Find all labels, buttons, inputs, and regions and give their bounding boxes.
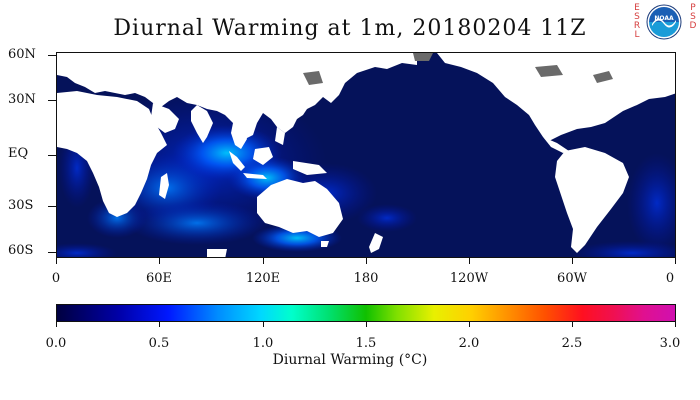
sea-ice-labrador [593,71,613,83]
lat-label-60s: 60S [8,243,34,258]
lon-label-60w: 60W [557,271,587,286]
world-map [57,53,675,257]
lon-label-0-east: 0 [665,271,675,286]
psd-letter: S [690,12,696,22]
eurasia [57,53,417,139]
lon-tick [263,258,264,264]
colorbar [56,304,676,322]
sea-ice [303,53,613,85]
antarctic-margin [207,249,227,257]
colorbar-tick [263,322,264,327]
lon-tick [572,258,573,264]
colorbar-tick [366,322,367,327]
south-america [555,147,629,253]
land-masses [57,53,675,257]
colorbar-tick [675,322,676,327]
lon-tick [56,258,57,264]
tasmania [321,241,329,247]
lat-tick [48,100,56,101]
lat-label-eq: EQ [8,146,29,161]
esrl-letter: R [633,21,641,31]
greenland [617,53,675,75]
colorbar-label: 0.0 [45,336,67,351]
map-panel [56,52,676,258]
colorbar-label: 0.5 [148,336,170,351]
central-america [543,137,569,153]
colorbar-tick [159,322,160,327]
sea-ice-hudson [535,65,563,77]
madagascar [159,173,169,199]
colorbar-tick [469,322,470,327]
africa [57,91,167,217]
map-title: Diurnal Warming at 1m, 20180204 11Z [113,16,587,41]
india [191,105,213,143]
lat-label-60n: 60N [8,47,36,62]
lon-label-0: 0 [51,271,61,286]
sumatra [229,151,245,171]
psd-letter: P [690,3,696,13]
esrl-letter: L [634,30,640,40]
psd-label: P S D [688,4,698,31]
japan [297,99,311,119]
lon-label-180: 180 [353,271,379,286]
philippines [275,127,285,145]
lat-tick [48,206,56,207]
lon-tick [469,258,470,264]
lon-tick [675,258,676,264]
colorbar-label: 1.5 [355,336,377,351]
sea-ice-okhotsk [303,71,323,85]
lat-label-30s: 30S [8,198,34,213]
colorbar-label: 2.0 [458,336,480,351]
new-zealand [369,233,383,253]
esrl-letter: S [634,12,640,22]
lat-tick [48,252,56,253]
logo-text: NOAA [654,15,674,22]
new-guinea [293,161,327,175]
lon-label-60e: 60E [145,271,173,286]
borneo [253,147,273,165]
psd-letter: D [689,21,697,31]
esrl-letter: E [634,3,640,13]
java [243,173,267,179]
esrl-label: E S R L [632,4,642,40]
lon-label-120w: 120W [449,271,489,286]
colorbar-title: Diurnal Warming (°C) [272,352,428,368]
lon-tick [159,258,160,264]
lon-tick [366,258,367,264]
north-america [437,53,675,141]
colorbar-label: 3.0 [659,336,681,351]
noaa-logo-icon: NOAA [646,4,682,40]
lon-label-120e: 120E [245,271,281,286]
lat-tick [48,155,56,156]
lat-tick [48,55,56,56]
colorbar-label: 1.0 [252,336,274,351]
sea-ice-bering [413,53,433,61]
arabia [151,103,179,133]
lat-label-30n: 30N [8,92,36,107]
colorbar-tick [56,322,57,327]
indochina [231,123,247,149]
australia [257,179,343,237]
colorbar-tick [572,322,573,327]
colorbar-label: 2.5 [561,336,583,351]
